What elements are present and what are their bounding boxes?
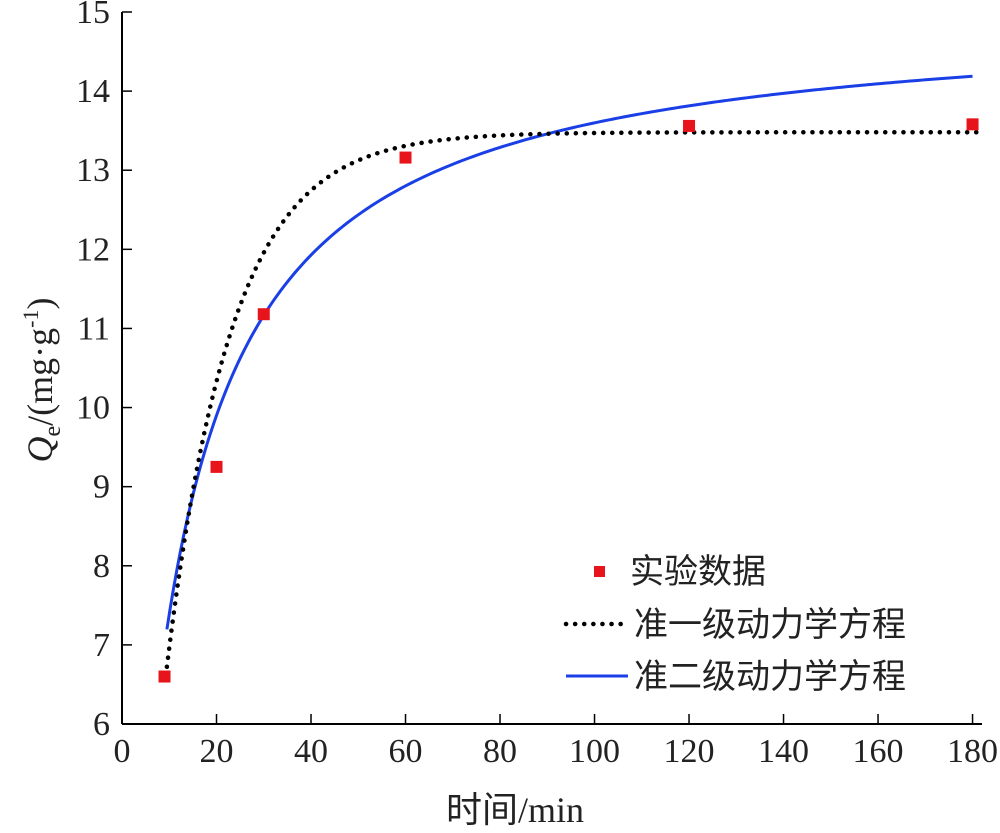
y-tick-label: 8: [93, 548, 110, 585]
y-tick-label: 15: [76, 0, 110, 31]
x-tick-label: 100: [569, 733, 620, 770]
ticks: 0 20 40 60 80 100 120 140 160 180 6 7 8 9 10 11 12 13 14 15: [76, 0, 998, 770]
y-axis-title-q: Q: [20, 436, 60, 462]
y-tick-label: 13: [76, 152, 110, 189]
x-tick-label: 40: [294, 733, 328, 770]
legend: 实验数据 准一级动力学方程 准二级动力学方程: [563, 552, 906, 697]
y-tick-label: 10: [76, 390, 110, 427]
plot-area: [158, 74, 985, 683]
x-axis-title: 时间/min: [446, 790, 584, 830]
y-axis-title-unit: /(mg·g: [20, 328, 60, 426]
legend-marker-experimental: [594, 566, 605, 577]
y-axis-title-sup: -1: [18, 310, 43, 328]
x-tick-label: 0: [114, 733, 131, 770]
y-axis-title-close: ): [20, 298, 60, 310]
y-tick-label: 6: [93, 706, 110, 743]
x-tick-label: 120: [664, 733, 715, 770]
y-tick-label: 9: [93, 469, 110, 506]
data-point: [257, 308, 270, 321]
y-tick-label: 12: [76, 231, 110, 268]
data-point: [158, 670, 171, 683]
y-tick-label: 14: [76, 73, 110, 110]
y-tick-label: 11: [77, 310, 110, 347]
legend-label-pso: 准二级动力学方程: [634, 657, 906, 697]
y-axis-title: Qe/(mg·g-1): [18, 298, 66, 463]
data-point: [966, 118, 979, 131]
data-point: [399, 151, 412, 164]
x-tick-label: 80: [483, 733, 517, 770]
y-tick-label: 7: [93, 627, 110, 664]
x-tick-label: 180: [947, 733, 998, 770]
x-tick-label: 160: [853, 733, 904, 770]
x-tick-label: 60: [389, 733, 423, 770]
x-tick-label: 20: [200, 733, 234, 770]
axes: [121, 12, 982, 725]
legend-label-pfo: 准一级动力学方程: [634, 605, 906, 645]
y-axis-title-sub: e: [40, 426, 66, 437]
series-line-pso: [165, 74, 973, 630]
data-point: [683, 119, 696, 132]
data-point: [210, 460, 223, 473]
series-line-pfo: [164, 130, 985, 670]
x-tick-label: 140: [758, 733, 809, 770]
legend-label-experimental: 实验数据: [630, 552, 766, 592]
